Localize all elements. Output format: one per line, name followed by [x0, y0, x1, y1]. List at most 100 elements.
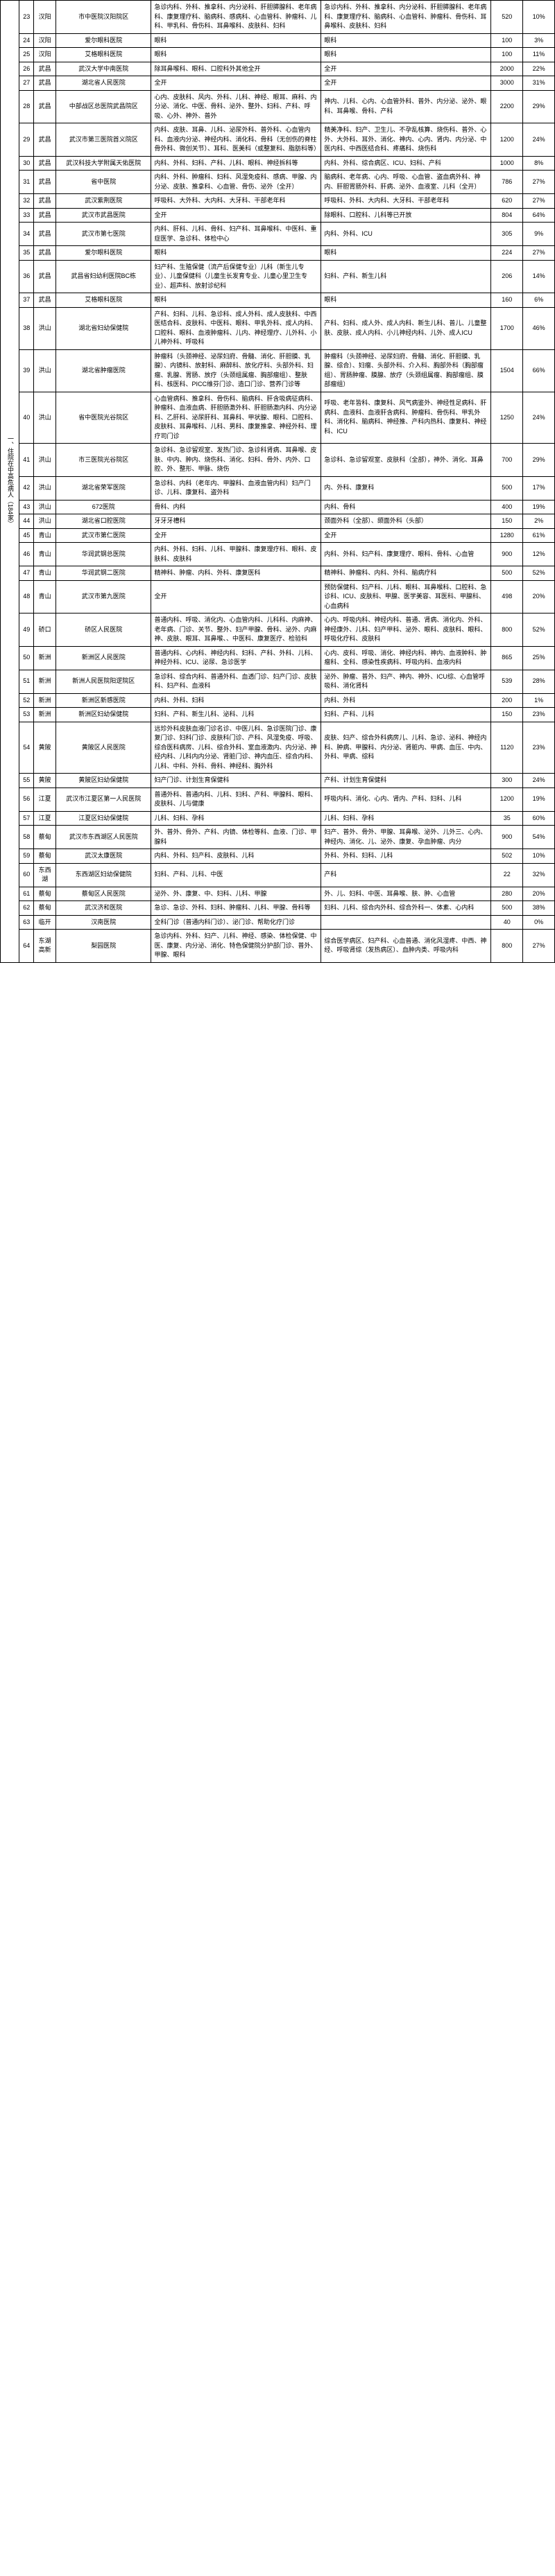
row-area: 武昌: [34, 171, 56, 194]
row-count: 305: [491, 223, 523, 246]
row-hospital: 省中医院: [56, 171, 151, 194]
row-index: 45: [19, 528, 34, 543]
row-dept2: 妇科、儿科、综合内外科、综合外科一、体素、心内科: [321, 901, 491, 916]
table-row: 53新洲新洲区妇幼保健院妇科、产科、新生儿科、泌科、儿科妇科、产科、儿科1502…: [1, 708, 555, 722]
row-percent: 54%: [523, 826, 555, 849]
row-area: 武昌: [34, 123, 56, 157]
table-row: 62蔡甸武汉济和医院急诊、急诊、外科、妇科、肿瘤科、儿科、甲腺、骨科等妇科、儿科…: [1, 901, 555, 916]
table-row: 54黄陂黄陂区人民医院远珍外科皮肤血液门诊名诊、中医儿科、急诊医院门诊、康复门诊…: [1, 722, 555, 774]
row-index: 63: [19, 915, 34, 930]
row-area: 武昌: [34, 208, 56, 223]
table-row: 43洪山672医院骨科、内科内科、骨科40019%: [1, 500, 555, 514]
row-count: 786: [491, 171, 523, 194]
row-hospital: 市三医院光谷院区: [56, 444, 151, 477]
row-percent: 17%: [523, 476, 555, 500]
row-dept1: 妇科、产科、儿科、中医: [151, 863, 321, 887]
row-hospital: 汉南医院: [56, 915, 151, 930]
row-dept1: 泌外、外、康复、中、妇科、儿科、甲腺: [151, 887, 321, 901]
row-area: 蔡甸: [34, 901, 56, 916]
row-percent: 60%: [523, 811, 555, 826]
row-dept2: 产科、妇科、成人外、成人内科、新生儿科、普儿、儿童整肤、皮肤、成人内科、小儿神经…: [321, 307, 491, 349]
row-dept1: 眼科: [151, 48, 321, 62]
row-area: 蔡甸: [34, 849, 56, 864]
row-dept1: 全开: [151, 528, 321, 543]
row-index: 55: [19, 774, 34, 788]
row-dept2: 内科、外科、综合病区、ICU、妇科、产科: [321, 156, 491, 171]
table-row: 40洪山省中医院光谷院区心血管病科、推拿科、骨伤科、脑病科、肝含吸病征病科、肿瘤…: [1, 392, 555, 444]
row-count: 539: [491, 670, 523, 693]
table-row: 34武昌武汉市第七医院内科、肝科、儿科、骨科、妇产科、耳鼻喉科、中医科、重症医学…: [1, 223, 555, 246]
row-dept1: 肿瘤科（头颈神经、泌尿妇府、骨髓、消化、肝胆膜、乳腺）、内镜科、放射科、麻醉科、…: [151, 349, 321, 392]
row-dept2: 综合医学病区、妇产科、心血普通、消化风湿疼、中西、神经、呼吸肾综（发热病区）、血…: [321, 930, 491, 963]
row-dept2: 急诊科、急诊留观室、皮肤科（全部），神外、消化、耳鼻: [321, 444, 491, 477]
row-dept2: 精神科、肿瘤科、内科、外科、脑病疗科: [321, 566, 491, 581]
row-count: 804: [491, 208, 523, 223]
row-count: 1250: [491, 392, 523, 444]
table-row: 24汉阳爱尔眼科医院眼科眼科1003%: [1, 33, 555, 48]
row-hospital: 硚区人民医院: [56, 613, 151, 647]
row-dept2: 内科、外科: [321, 693, 491, 708]
row-percent: 10%: [523, 849, 555, 864]
row-index: 43: [19, 500, 34, 514]
row-percent: 10%: [523, 1, 555, 34]
row-dept1: 远珍外科皮肤血液门诊名诊、中医儿科、急诊医院门诊、康复门诊、妇科门诊、皮肤科门诊…: [151, 722, 321, 774]
row-dept2: 呼吸内科、消化、心内、肾内、产科、妇科、儿科: [321, 787, 491, 811]
row-count: 300: [491, 774, 523, 788]
row-area: 洪山: [34, 444, 56, 477]
row-index: 35: [19, 246, 34, 261]
row-percent: 2%: [523, 514, 555, 529]
table-row: 33武昌武汉市武昌医院全开除眼科、口腔科、儿科等已开放80464%: [1, 208, 555, 223]
row-count: 2000: [491, 62, 523, 76]
row-dept1: 急诊内科、外科、推拿科、内分泌科、肝胆膵腺科、老年病科、康复理疗科、脑病科、感病…: [151, 1, 321, 34]
row-index: 53: [19, 708, 34, 722]
row-hospital: 中部战区总医院武昌院区: [56, 90, 151, 123]
row-area: 武昌: [34, 62, 56, 76]
section-header: 一、住院在中高危病人（184家）: [1, 1, 19, 963]
row-index: 60: [19, 863, 34, 887]
row-index: 42: [19, 476, 34, 500]
row-hospital: 湖北省妇幼保健院: [56, 307, 151, 349]
row-area: 蔡甸: [34, 826, 56, 849]
row-dept2: 精美净科、妇产、卫生儿、不孕乱核算、烧伤科、普外、心外、大外科、耳外、消化、神内…: [321, 123, 491, 157]
table-row: 41洪山市三医院光谷院区急诊科、急诊留观室、发热门诊、急诊科肾病、耳鼻喉、皮肤、…: [1, 444, 555, 477]
row-index: 57: [19, 811, 34, 826]
row-hospital: 梨园医院: [56, 930, 151, 963]
row-dept1: 眼科: [151, 33, 321, 48]
row-dept2: 呼吸、老年皆科、康复科、风气病鉴外、神经性足病科、肝病科、血液科、血液肝含病科、…: [321, 392, 491, 444]
table-row: 51新洲新洲人民医院阳逻院区急诊科、综合内科、普通外科、血透门诊、妇产门诊、皮肤…: [1, 670, 555, 693]
row-dept1: 外、普外、骨外、产科、内镜、体检等科、血液、门诊、甲腺科: [151, 826, 321, 849]
row-area: 武昌: [34, 223, 56, 246]
row-index: 47: [19, 566, 34, 581]
row-dept2: 全开: [321, 76, 491, 91]
row-hospital: 武汉市第三医院首义院区: [56, 123, 151, 157]
row-count: 224: [491, 246, 523, 261]
table-row: 45青山武汉市第仁医院全开全开128061%: [1, 528, 555, 543]
row-hospital: 艾格眼科医院: [56, 293, 151, 308]
row-index: 62: [19, 901, 34, 916]
row-dept1: 急诊、急诊、外科、妇科、肿瘤科、儿科、甲腺、骨科等: [151, 901, 321, 916]
table-row: 30武昌武汉科技大学附属天佑医院内科、外科、妇科、产科、儿科、眼科、神经拆科等内…: [1, 156, 555, 171]
row-percent: 24%: [523, 392, 555, 444]
row-hospital: 爱尔眼科医院: [56, 33, 151, 48]
row-percent: 20%: [523, 887, 555, 901]
row-count: 400: [491, 500, 523, 514]
row-dept1: 普通外科、普通内科、儿科、妇科、产科、甲腺科、眼科、皮肤科、儿与健康: [151, 787, 321, 811]
row-dept2: 妇科、产科、新生儿科: [321, 260, 491, 293]
table-row: 26武昌武汉大学中南医院除耳鼻喉科、眼科、口腔科外其他全开全开200022%: [1, 62, 555, 76]
row-dept2: 眼科: [321, 293, 491, 308]
row-percent: 25%: [523, 646, 555, 670]
row-dept1: 妇产门诊、计划生育保健科: [151, 774, 321, 788]
row-dept1: 心血管病科、推拿科、骨伤科、脑病科、肝含吸病征病科、肿瘤科、血液血病、肝胆肠激外…: [151, 392, 321, 444]
table-row: 50新洲新洲区人民医院普通内科、心内科、神经内科、妇科、产科、外科、儿科、神经外…: [1, 646, 555, 670]
row-index: 31: [19, 171, 34, 194]
row-dept1: 全开: [151, 76, 321, 91]
row-percent: 23%: [523, 722, 555, 774]
row-area: 汉阳: [34, 33, 56, 48]
row-hospital: 武汉市东西湖区人民医院: [56, 826, 151, 849]
table-row: 37武昌艾格眼科医院眼科眼科1606%: [1, 293, 555, 308]
row-dept2: 预防保健科、妇产科、儿科、眼科、耳鼻喉科、口腔科、急诊科、ICU、皮肤科、甲腺、…: [321, 580, 491, 613]
row-index: 32: [19, 194, 34, 209]
row-dept2: 内科、骨科: [321, 500, 491, 514]
row-area: 东湖高新: [34, 930, 56, 963]
row-percent: 27%: [523, 246, 555, 261]
